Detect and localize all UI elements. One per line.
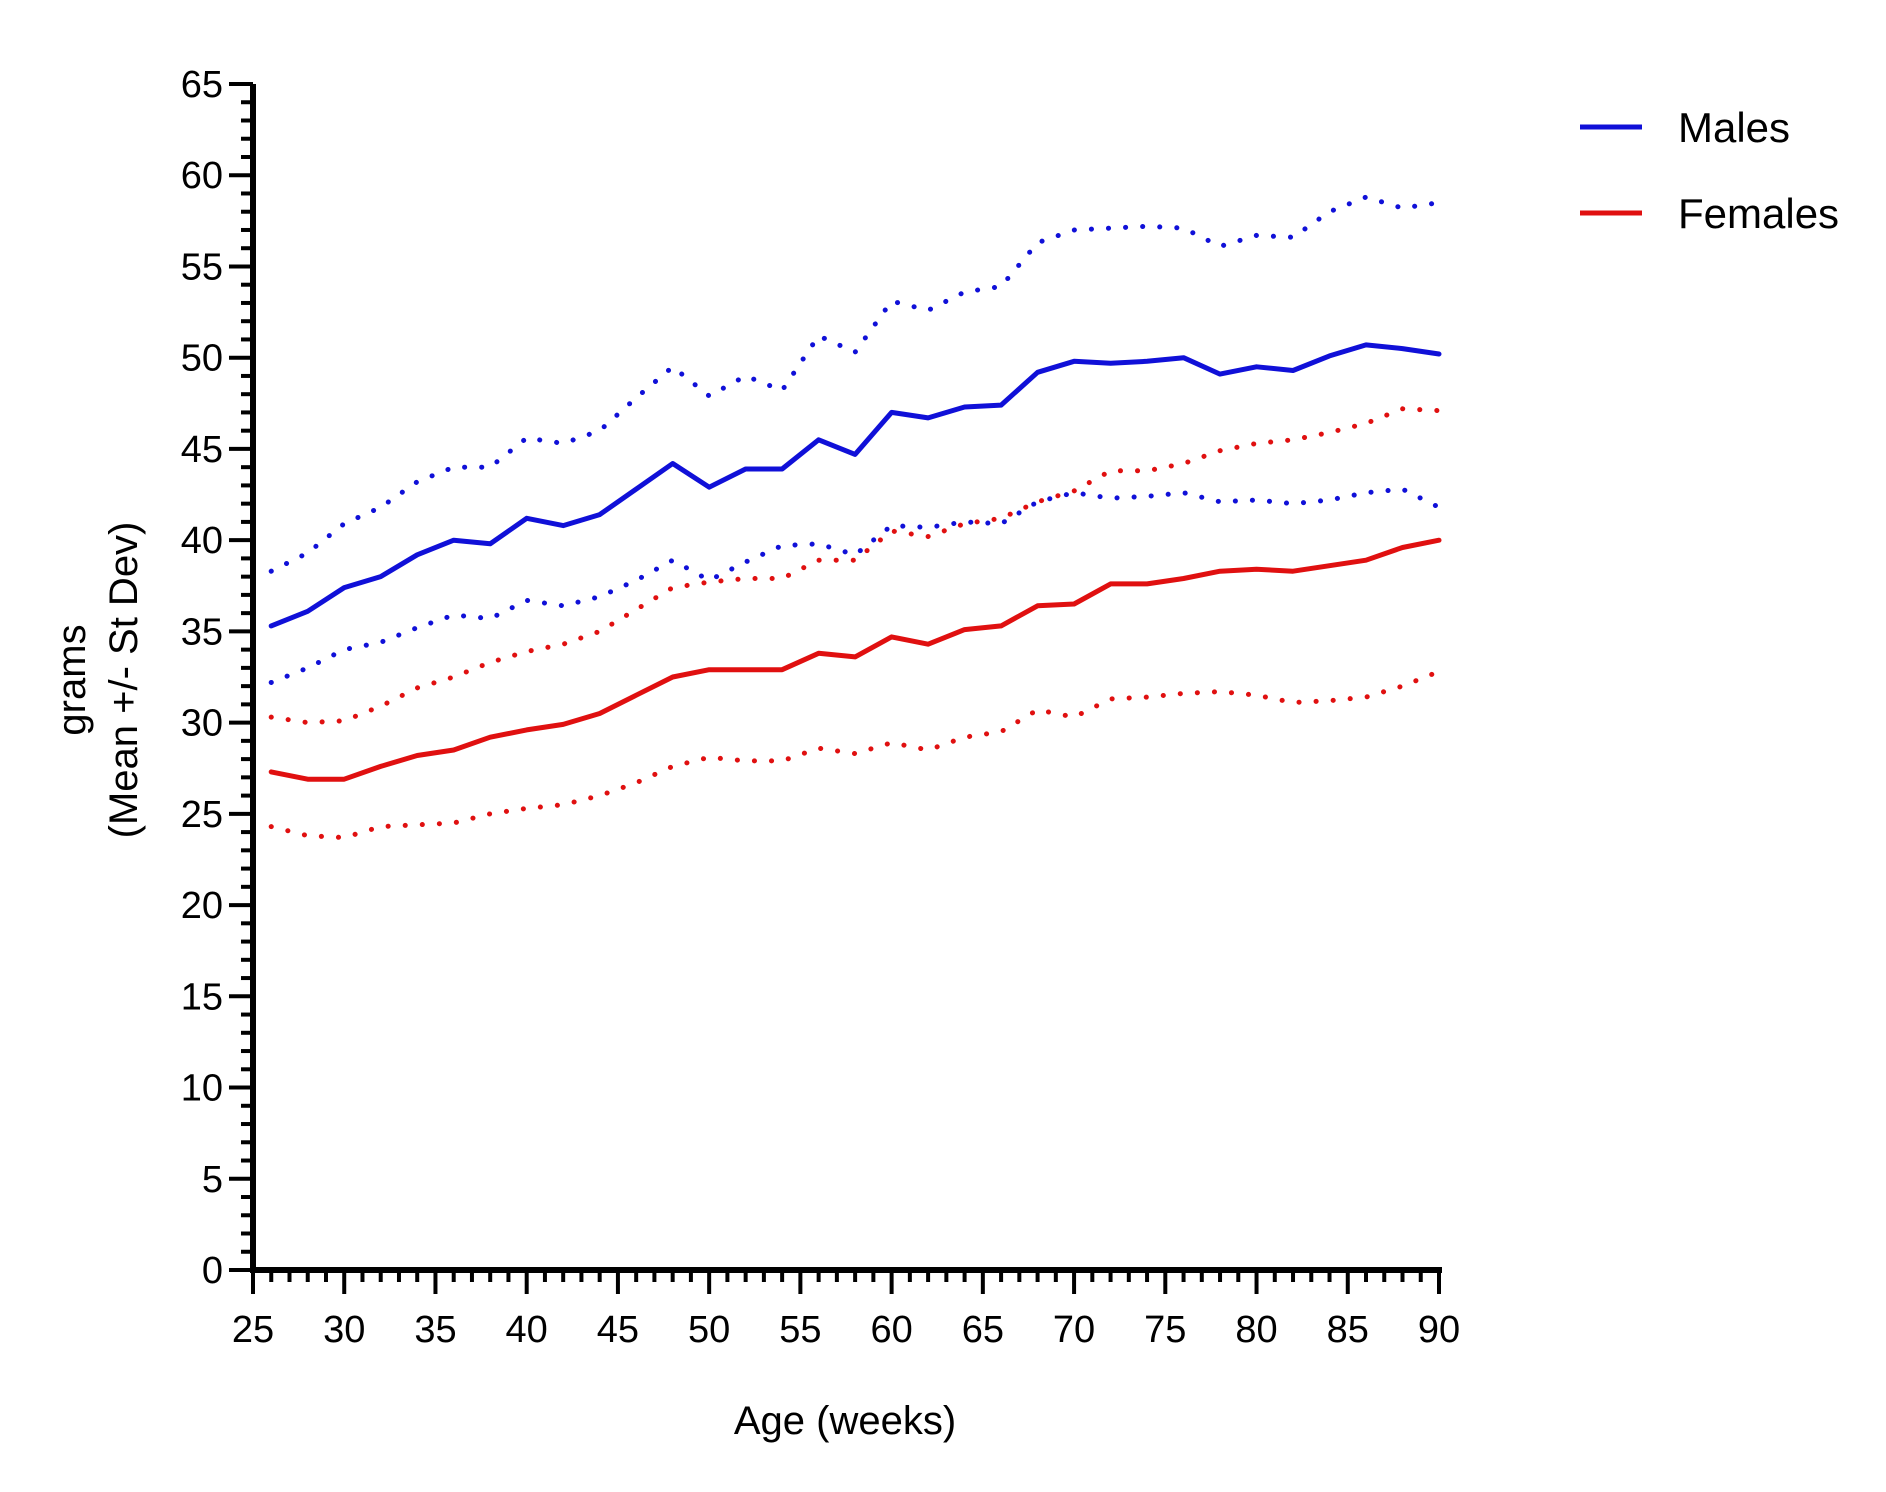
x-tick-label: 60 [870,1309,912,1351]
x-tick-label: 25 [232,1309,274,1351]
x-tick-label: 50 [688,1309,730,1351]
males-sd-line [268,194,1442,574]
y-tick-label: 30 [181,703,223,745]
axes-layer: 0 5 10 15 20 25 30 35 40 45 50 55 60 65 25 30 35 40 45 50 55… [181,64,1460,1351]
females-sd-line [268,669,1442,841]
y-tick-label: 15 [181,976,223,1018]
y-axis-title-line2: (Mean +/- St Dev) [102,522,146,839]
legend-label-females: Females [1678,190,1839,237]
x-axis-title: Age (weeks) [734,1399,956,1443]
x-tick-label: 75 [1144,1309,1186,1351]
y-tick-label: 45 [181,429,223,471]
y-axis-title: grams (Mean +/- St Dev) [50,522,146,839]
x-tick-label: 70 [1053,1309,1095,1351]
y-tick-label: 25 [181,794,223,836]
x-tick-label: 40 [506,1309,548,1351]
females-sd-line [268,406,1442,726]
x-tick-label: 30 [323,1309,365,1351]
x-tick-label: 35 [414,1309,456,1351]
y-tick-label: 55 [181,246,223,288]
x-tick-label: 85 [1327,1309,1369,1351]
legend-label-males: Males [1678,104,1790,151]
y-tick-label: 65 [181,64,223,106]
y-axis-title-line1: grams [50,624,94,735]
females-mean-line [268,537,1442,782]
males-mean-line [268,342,1442,629]
y-tick-label: 35 [181,611,223,653]
x-tick-label: 80 [1235,1309,1277,1351]
y-tick-label: 5 [202,1159,223,1201]
y-tick-label: 50 [181,338,223,380]
y-tick-label: 60 [181,155,223,197]
x-tick-label: 65 [962,1309,1004,1351]
y-tick-label: 40 [181,520,223,562]
y-tick-label: 20 [181,885,223,927]
y-tick-label: 0 [202,1250,223,1292]
x-tick-label: 45 [597,1309,639,1351]
x-tick-label: 90 [1418,1309,1460,1351]
legend: Males Females [1580,104,1839,237]
y-tick-label: 10 [181,1068,223,1110]
males-sd-line [268,486,1442,685]
x-tick-label: 55 [779,1309,821,1351]
series-layer [268,194,1442,841]
